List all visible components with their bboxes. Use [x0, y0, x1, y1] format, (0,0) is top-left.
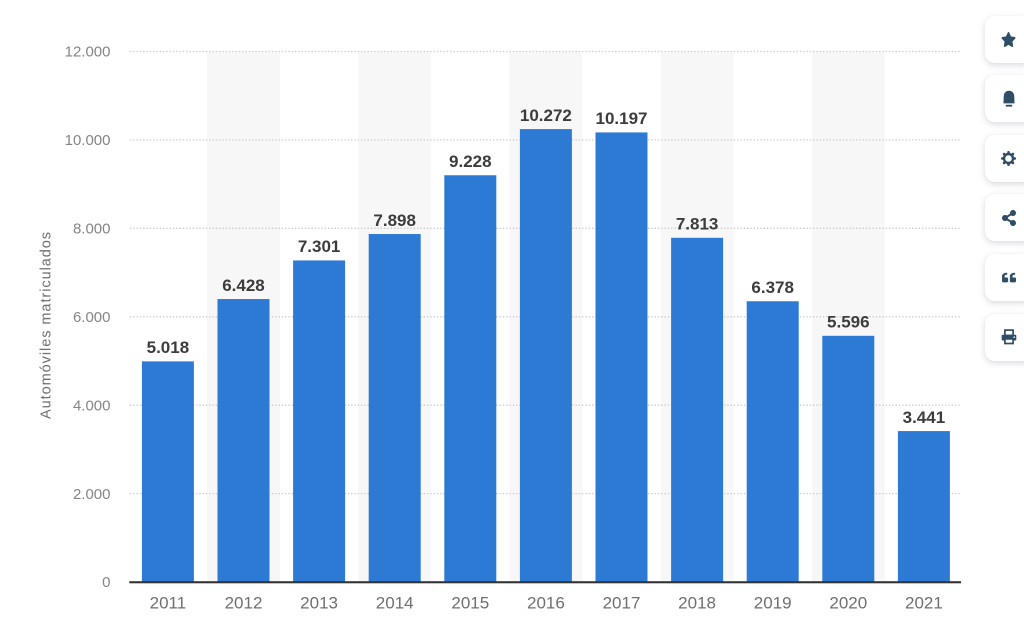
svg-text:2012: 2012: [225, 594, 263, 613]
svg-text:5.596: 5.596: [827, 313, 870, 332]
svg-text:2018: 2018: [678, 594, 716, 613]
svg-text:6.428: 6.428: [222, 276, 265, 295]
svg-text:2014: 2014: [376, 594, 414, 613]
svg-text:10.197: 10.197: [596, 109, 648, 128]
svg-text:7.898: 7.898: [373, 211, 416, 230]
svg-text:2016: 2016: [527, 594, 565, 613]
svg-text:6.000: 6.000: [73, 309, 111, 326]
svg-text:2017: 2017: [603, 594, 641, 613]
svg-text:7.301: 7.301: [298, 237, 341, 256]
svg-text:2019: 2019: [754, 594, 792, 613]
svg-text:Automóviles matriculados: Automóviles matriculados: [39, 231, 55, 419]
svg-text:2020: 2020: [829, 594, 867, 613]
svg-text:2013: 2013: [300, 594, 338, 613]
svg-text:6.378: 6.378: [751, 278, 794, 297]
svg-text:10.000: 10.000: [65, 132, 111, 149]
svg-text:2.000: 2.000: [73, 486, 111, 503]
svg-text:4.000: 4.000: [73, 397, 111, 414]
svg-text:7.813: 7.813: [676, 215, 719, 234]
svg-text:10.272: 10.272: [520, 106, 572, 125]
svg-text:0: 0: [102, 574, 110, 591]
svg-text:8.000: 8.000: [73, 221, 111, 238]
svg-text:12.000: 12.000: [65, 44, 111, 61]
svg-text:2015: 2015: [451, 594, 489, 613]
svg-text:9.228: 9.228: [449, 152, 492, 171]
svg-text:5.018: 5.018: [147, 338, 190, 357]
svg-text:2021: 2021: [905, 594, 943, 613]
svg-text:2011: 2011: [150, 594, 187, 613]
svg-text:3.441: 3.441: [903, 408, 946, 427]
